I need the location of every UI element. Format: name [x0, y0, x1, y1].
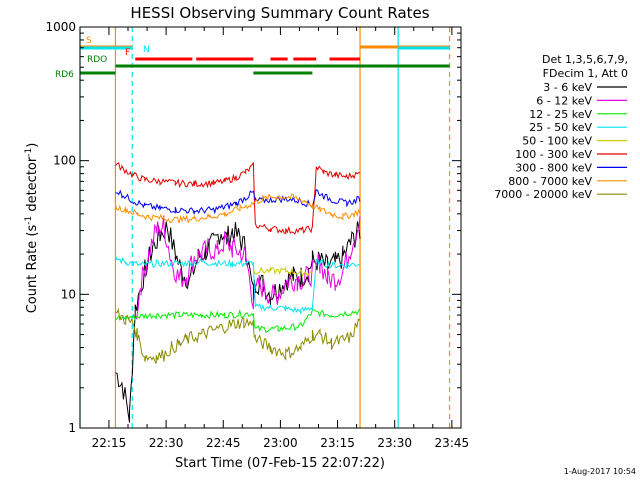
flag-label-2: F	[125, 48, 130, 58]
series-line-3	[114, 255, 361, 314]
y-axis-label-main: Count Rate (s	[25, 225, 40, 314]
x-axis-label: Start Time (07-Feb-15 22:07:22)	[175, 456, 385, 471]
x-tick-label-3: 23:00	[263, 436, 298, 450]
y-axis-label-sup2: -1	[24, 148, 34, 157]
x-axis-ticks: 22:15 22:30 22:45 23:00 23:15 23:30 23:45	[92, 27, 469, 450]
instrument-boundary-lines	[79, 27, 451, 428]
series-line-7	[114, 193, 361, 224]
x-tick-label-0: 22:15	[92, 436, 127, 450]
y-axis-label-mid: detector	[25, 156, 40, 216]
status-flags: S N F RDO RD6	[55, 36, 450, 80]
legend-header-line-2: FDecim 1, Att 0	[543, 67, 628, 80]
y-tick-label-0: 1	[68, 421, 76, 435]
legend-label-8: 7000 - 20000 keV	[494, 188, 592, 201]
timestamp: 1-Aug-2017 10:54	[564, 467, 636, 476]
plot-frame	[79, 26, 462, 429]
legend-label-2: 12 - 25 keV	[529, 108, 592, 121]
y-tick-label-2: 100	[53, 154, 76, 168]
chart-title: HESSI Observing Summary Count Rates	[130, 4, 429, 22]
legend-label-6: 300 - 800 keV	[515, 161, 592, 174]
series-lines	[114, 162, 361, 423]
x-tick-label-4: 23:15	[320, 436, 355, 450]
legend-label-5: 100 - 300 keV	[515, 148, 592, 161]
y-axis-label-sup1: -1	[24, 216, 34, 225]
legend-label-4: 50 - 100 keV	[522, 135, 592, 148]
x-tick-label-5: 23:30	[377, 436, 412, 450]
flag-label-4: RD6	[55, 70, 74, 80]
series-line-4	[252, 266, 313, 278]
legend-header-line-1: Det 1,3,5,6,7,9,	[542, 53, 628, 66]
legend-label-1: 6 - 12 keV	[536, 94, 592, 107]
y-axis-ticks: 1 10 100 1000	[45, 20, 461, 435]
flag-label-0: S	[86, 36, 92, 46]
y-tick-label-1: 10	[61, 287, 76, 301]
series-line-2	[115, 308, 361, 334]
y-tick-label-3: 1000	[45, 20, 76, 34]
legend-label-0: 3 - 6 keV	[543, 81, 592, 94]
x-tick-label-2: 22:45	[206, 436, 241, 450]
y-axis-label: Count Rate (s-1 detector-1)	[24, 143, 40, 314]
legend-label-7: 800 - 7000 keV	[508, 175, 592, 188]
y-axis-label-end: )	[25, 143, 40, 148]
series-line-0	[115, 221, 361, 423]
flag-label-3: RDO	[87, 55, 107, 65]
series-line-8	[115, 307, 361, 364]
legend-label-3: 25 - 50 keV	[529, 121, 592, 134]
flag-label-1: N	[143, 45, 150, 55]
series-line-6	[115, 189, 361, 215]
x-tick-label-6: 23:45	[435, 436, 470, 450]
x-tick-label-1: 22:30	[149, 436, 184, 450]
legend: Det 1,3,5,6,7,9, FDecim 1, Att 0 3 - 6 k…	[494, 53, 628, 201]
series-line-1	[134, 215, 361, 321]
series-line-5	[115, 162, 361, 235]
